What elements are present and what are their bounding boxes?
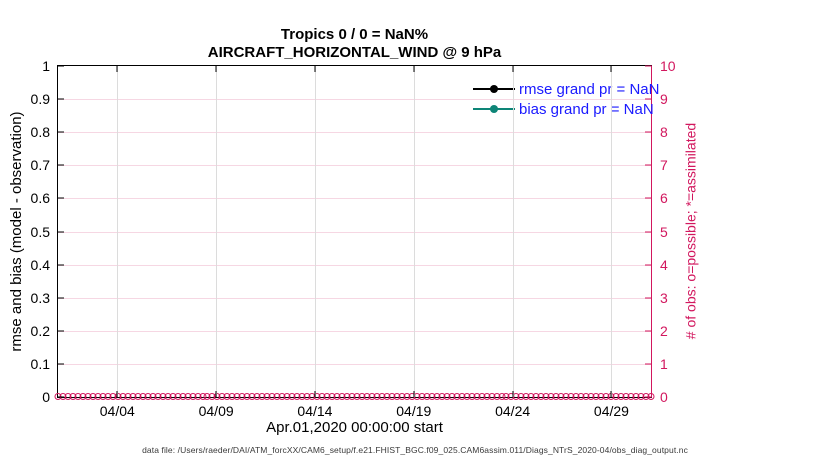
x-tick-label: 04/29 — [593, 403, 629, 419]
plot-title-line1: Tropics 0 / 0 = NaN% — [280, 26, 429, 43]
y-tick-label-left: 0.6 — [30, 190, 50, 207]
right-tick-mark — [645, 363, 651, 365]
left-tick-mark — [58, 131, 64, 133]
y-gridline — [58, 198, 651, 200]
left-y-axis-label: rmse and bias (model - observation) — [8, 111, 25, 352]
left-tick-mark — [58, 396, 64, 398]
legend-item-label: bias grand pr = NaN — [519, 100, 654, 118]
y-tick-label-left: 0.3 — [30, 289, 50, 306]
right-tick-mark — [645, 330, 651, 332]
right-y-axis-label: # of obs: o=possible; *=assimilated — [682, 122, 699, 340]
left-tick-mark — [58, 231, 64, 232]
legend-item: rmse grand pr = NaN — [473, 79, 659, 99]
right-tick-mark — [645, 396, 651, 398]
y-tick-label-left: 0.9 — [30, 91, 50, 108]
legend: rmse grand pr = NaN bias grand pr = NaN — [473, 79, 659, 119]
right-tick-mark — [645, 297, 651, 299]
x-tick-label: 04/09 — [198, 403, 234, 419]
y-tick-label-right: 10 — [660, 58, 676, 74]
y-tick-label-left: 0.7 — [30, 157, 50, 174]
y-tick-label-right: 3 — [660, 289, 668, 306]
bottom-tick-mark — [413, 391, 415, 397]
legend-line-sample — [473, 104, 515, 113]
y-tick-label-left: 0.8 — [30, 124, 50, 141]
legend-marker-dot — [490, 104, 498, 113]
y-tick-label-right: 7 — [660, 157, 668, 174]
y-gridline — [58, 231, 651, 233]
x-gridline — [314, 66, 316, 397]
right-tick-mark — [645, 264, 651, 266]
top-tick-mark — [610, 66, 612, 72]
right-tick-mark — [645, 197, 651, 199]
legend-marker-dot — [490, 84, 498, 93]
bottom-tick-mark — [610, 391, 612, 397]
left-tick-mark — [58, 98, 64, 100]
plot-title-line2: AIRCRAFT_HORIZONTAL_WIND @ 9 hPa — [207, 44, 502, 61]
left-tick-mark — [58, 330, 64, 332]
y-tick-label-left: 0.4 — [30, 256, 50, 273]
x-tick-label: 04/24 — [495, 403, 531, 419]
obs-marker-row — [54, 393, 655, 401]
y-gridline — [58, 297, 651, 299]
y-tick-label-right: 5 — [660, 223, 668, 240]
plot-area: rmse grand pr = NaN bias grand pr = NaN 1… — [31, 58, 676, 419]
y-gridline — [58, 330, 651, 332]
x-gridline — [611, 66, 613, 397]
top-tick-mark — [413, 66, 415, 72]
y-tick-label-right: 1 — [660, 355, 668, 372]
y-tick-label-right: 9 — [660, 91, 668, 108]
y-tick-label-right: 2 — [660, 322, 668, 339]
data-file-caption: data file: /Users/raeder/DAI/ATM_forcXX/… — [142, 445, 688, 455]
y-tick-label-left: 1 — [42, 58, 50, 74]
y-tick-label-left: 0 — [42, 389, 50, 405]
y-gridline — [58, 99, 651, 101]
y-tick-label-left: 0.1 — [30, 355, 50, 372]
right-tick-mark — [645, 231, 651, 232]
right-tick-mark — [645, 131, 651, 133]
x-gridline — [413, 66, 415, 397]
y-tick-label-right: 8 — [660, 124, 668, 141]
legend-item-label: rmse grand pr = NaN — [519, 80, 660, 98]
left-tick-mark — [58, 363, 64, 365]
y-gridline — [58, 132, 651, 134]
top-tick-mark — [215, 66, 217, 72]
right-tick-mark — [645, 98, 651, 100]
x-tick-label: 04/14 — [297, 403, 333, 419]
left-tick-mark — [58, 164, 64, 166]
x-tick-label: 04/19 — [396, 403, 432, 419]
x-tick-label: 04/04 — [99, 403, 135, 419]
legend-line-sample — [473, 84, 515, 93]
bottom-tick-mark — [116, 391, 118, 397]
y-gridline — [58, 264, 651, 266]
y-tick-label-right: 0 — [660, 389, 668, 405]
x-gridline — [117, 66, 119, 397]
right-tick-mark — [645, 164, 651, 166]
right-tick-mark — [645, 65, 651, 67]
top-tick-mark — [314, 66, 316, 72]
bottom-tick-mark — [512, 391, 514, 397]
bottom-tick-mark — [314, 391, 316, 397]
x-gridline — [512, 66, 514, 397]
top-tick-mark — [512, 66, 514, 72]
left-tick-mark — [58, 264, 64, 266]
left-tick-mark — [58, 297, 64, 299]
y-tick-label-right: 6 — [660, 190, 668, 207]
y-tick-label-right: 4 — [660, 256, 668, 273]
x-gridline — [216, 66, 218, 397]
bottom-tick-mark — [215, 391, 217, 397]
left-tick-mark — [58, 65, 64, 67]
y-tick-label-left: 0.2 — [30, 322, 50, 339]
top-tick-mark — [116, 66, 118, 72]
left-tick-mark — [58, 197, 64, 199]
legend-item: bias grand pr = NaN — [473, 99, 659, 119]
x-axis-label: Apr.01,2020 00:00:00 start — [266, 419, 443, 436]
y-gridline — [58, 363, 651, 365]
y-tick-label-left: 0.5 — [30, 223, 50, 240]
y-gridline — [58, 165, 651, 167]
